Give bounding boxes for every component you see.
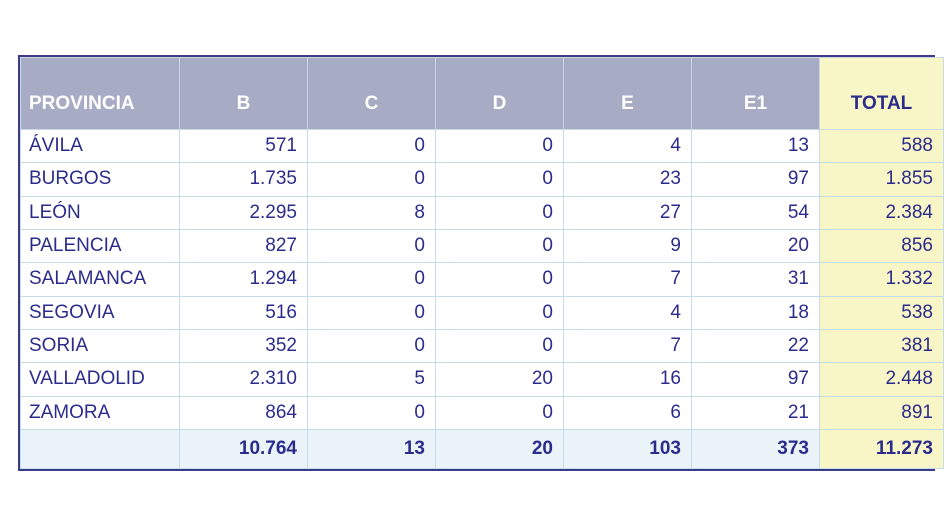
header-d: D [435, 57, 564, 130]
cell-total: 538 [819, 295, 944, 330]
cell-b: 1.735 [179, 162, 308, 197]
total-c: 13 [307, 429, 436, 469]
cell-e1: 22 [691, 328, 820, 364]
cell-d: 0 [435, 162, 564, 197]
cell-e: 7 [563, 262, 692, 297]
table-body: ÁVILA 571 0 0 4 13 588 BURGOS 1.735 0 0 … [20, 128, 944, 431]
data-table-container: PROVINCIA B C D E E1 TOTAL ÁVILA 571 0 0… [18, 55, 944, 471]
cell-total: 891 [819, 395, 944, 431]
cell-d: 0 [435, 262, 564, 297]
cell-b: 827 [179, 228, 308, 264]
table-row: BURGOS 1.735 0 0 23 97 1.855 [20, 162, 944, 197]
cell-c: 0 [307, 128, 436, 164]
cell-total: 381 [819, 328, 944, 364]
cell-provincia: ÁVILA [20, 128, 180, 164]
cell-d: 0 [435, 395, 564, 431]
cell-e: 9 [563, 228, 692, 264]
table-row: SORIA 352 0 0 7 22 381 [20, 328, 944, 364]
cell-total: 1.855 [819, 162, 944, 197]
cell-e: 27 [563, 195, 692, 230]
table-row: ÁVILA 571 0 0 4 13 588 [20, 128, 944, 164]
cell-provincia: ZAMORA [20, 395, 180, 431]
header-e: E [563, 57, 692, 130]
cell-total: 2.384 [819, 195, 944, 230]
cell-total: 1.332 [819, 262, 944, 297]
cell-b: 2.295 [179, 195, 308, 230]
total-e1: 373 [691, 429, 820, 469]
cell-e: 4 [563, 128, 692, 164]
cell-b: 516 [179, 295, 308, 330]
table-row: ZAMORA 864 0 0 6 21 891 [20, 395, 944, 431]
cell-total: 856 [819, 228, 944, 264]
header-c: C [307, 57, 436, 130]
cell-d: 0 [435, 128, 564, 164]
cell-provincia: SALAMANCA [20, 262, 180, 297]
totals-row: 10.764 13 20 103 373 11.273 [20, 429, 944, 469]
cell-c: 0 [307, 262, 436, 297]
cell-c: 0 [307, 162, 436, 197]
header-b: B [179, 57, 308, 130]
cell-e1: 54 [691, 195, 820, 230]
cell-b: 571 [179, 128, 308, 164]
cell-c: 8 [307, 195, 436, 230]
cell-provincia: BURGOS [20, 162, 180, 197]
cell-c: 0 [307, 395, 436, 431]
table-row: SEGOVIA 516 0 0 4 18 538 [20, 295, 944, 330]
cell-e1: 31 [691, 262, 820, 297]
cell-provincia: SORIA [20, 328, 180, 364]
cell-e: 6 [563, 395, 692, 431]
cell-e: 7 [563, 328, 692, 364]
cell-c: 5 [307, 362, 436, 397]
cell-d: 0 [435, 295, 564, 330]
cell-e1: 20 [691, 228, 820, 264]
cell-total: 2.448 [819, 362, 944, 397]
cell-provincia: VALLADOLID [20, 362, 180, 397]
header-row: PROVINCIA B C D E E1 TOTAL [20, 57, 944, 130]
totals-label-cell [20, 429, 180, 469]
cell-provincia: PALENCIA [20, 228, 180, 264]
header-total: TOTAL [819, 57, 944, 130]
cell-c: 0 [307, 228, 436, 264]
cell-e1: 13 [691, 128, 820, 164]
grand-total: 11.273 [819, 429, 944, 469]
total-e: 103 [563, 429, 692, 469]
header-e1: E1 [691, 57, 820, 130]
cell-e: 4 [563, 295, 692, 330]
cell-d: 0 [435, 195, 564, 230]
cell-d: 0 [435, 228, 564, 264]
cell-b: 352 [179, 328, 308, 364]
cell-b: 864 [179, 395, 308, 431]
table-row: LEÓN 2.295 8 0 27 54 2.384 [20, 195, 944, 230]
cell-c: 0 [307, 328, 436, 364]
cell-c: 0 [307, 295, 436, 330]
total-d: 20 [435, 429, 564, 469]
table-row: SALAMANCA 1.294 0 0 7 31 1.332 [20, 262, 944, 297]
cell-provincia: SEGOVIA [20, 295, 180, 330]
header-provincia: PROVINCIA [20, 57, 180, 130]
cell-e1: 97 [691, 162, 820, 197]
cell-total: 588 [819, 128, 944, 164]
cell-e1: 97 [691, 362, 820, 397]
cell-d: 20 [435, 362, 564, 397]
cell-d: 0 [435, 328, 564, 364]
cell-e: 23 [563, 162, 692, 197]
province-table: PROVINCIA B C D E E1 TOTAL ÁVILA 571 0 0… [20, 57, 944, 469]
table-row: VALLADOLID 2.310 5 20 16 97 2.448 [20, 362, 944, 397]
cell-e1: 21 [691, 395, 820, 431]
cell-b: 2.310 [179, 362, 308, 397]
cell-provincia: LEÓN [20, 195, 180, 230]
cell-b: 1.294 [179, 262, 308, 297]
cell-e: 16 [563, 362, 692, 397]
table-row: PALENCIA 827 0 0 9 20 856 [20, 228, 944, 264]
total-b: 10.764 [179, 429, 308, 469]
cell-e1: 18 [691, 295, 820, 330]
